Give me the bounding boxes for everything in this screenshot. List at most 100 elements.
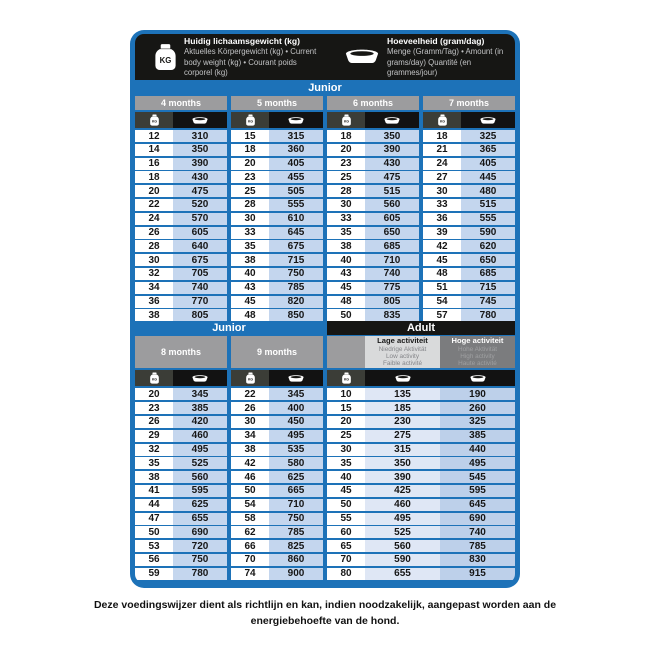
month-header: 9 months: [231, 336, 323, 369]
kg-value-cell: 18: [423, 130, 461, 142]
kg-value-cell: 40: [327, 254, 365, 267]
amount-value-cell: 805: [173, 309, 227, 322]
bowl-icon-cell: [365, 112, 419, 128]
svg-text:KG: KG: [343, 120, 348, 124]
table-row: 25 505: [231, 185, 323, 198]
amount-value-cell: 745: [461, 295, 515, 308]
amount-value-cell: 570: [173, 212, 227, 225]
table-row: 35 350 495: [327, 457, 515, 470]
amount-legend-text: Hoeveelheid (gram/dag) Menge (Gramm/Tag)…: [387, 36, 509, 78]
table-row: 74 900: [231, 567, 323, 580]
adult-band: Adult: [327, 321, 515, 336]
table-row: 35 650: [327, 226, 419, 239]
high-activity-value-cell: 190: [440, 388, 515, 401]
table-row: 50 690: [135, 526, 227, 539]
table-row: 40 390 545: [327, 471, 515, 484]
table-row: 22 345: [231, 388, 323, 401]
table-row: 30 480: [423, 185, 515, 198]
column-icon-row: KG: [231, 112, 323, 128]
kg-icon-cell: KG: [231, 370, 269, 387]
amount-value-cell: 675: [269, 240, 323, 253]
table-row: 57 780: [423, 309, 515, 322]
table-row: 21 365: [423, 143, 515, 156]
bowl-icon: [288, 375, 304, 382]
table-row: 34 740: [135, 281, 227, 294]
amount-value-cell: 525: [173, 457, 227, 470]
table-row: 16 390: [135, 157, 227, 170]
table-row: 23 455: [231, 171, 323, 184]
kg-value-cell: 26: [135, 415, 173, 428]
amount-value-cell: 780: [461, 309, 515, 322]
amount-value-cell: 900: [269, 567, 323, 580]
low-activity-value-cell: 560: [365, 540, 440, 553]
amount-value-cell: 850: [269, 309, 323, 322]
table-row: 38 715: [231, 254, 323, 267]
amount-value-cell: 495: [173, 443, 227, 456]
disclaimer-line-2: energiebehoefte van de hond.: [250, 614, 400, 627]
table-row: 26 420: [135, 415, 227, 428]
kg-value-cell: 26: [135, 226, 173, 239]
table-row: 30 610: [231, 212, 323, 225]
kg-value-cell: 51: [423, 281, 461, 294]
amount-value-cell: 835: [365, 309, 419, 322]
low-activity-header-subtitle: Low activity: [385, 353, 420, 361]
table-row: 20 390: [327, 143, 419, 156]
kg-value-cell: 32: [135, 443, 173, 456]
table-row: 58 750: [231, 512, 323, 525]
kg-value-cell: 38: [135, 309, 173, 322]
amount-value-cell: 625: [173, 498, 227, 511]
svg-text:KG: KG: [160, 56, 172, 65]
table-row: 29 460: [135, 429, 227, 442]
table-row: 40 710: [327, 254, 419, 267]
weight-legend-subtitle: Aktuelles Körpergewicht (kg) • Current b…: [184, 47, 317, 77]
kg-value-cell: 27: [423, 171, 461, 184]
table-row: 45 775: [327, 281, 419, 294]
high-activity-value-cell: 740: [440, 526, 515, 539]
table-row: 66 825: [231, 540, 323, 553]
weight-legend: KG Huidig lichaamsgewicht (kg) Aktuelles…: [135, 36, 325, 78]
high-activity-value-cell: 645: [440, 498, 515, 511]
kg-weight-icon: KG: [149, 114, 159, 126]
svg-text:KG: KG: [343, 378, 348, 382]
kg-value-cell: 50: [231, 484, 269, 497]
kg-value-cell: 48: [327, 295, 365, 308]
amount-value-cell: 390: [173, 157, 227, 170]
kg-value-cell: 35: [327, 226, 365, 239]
high-activity-value-cell: 690: [440, 512, 515, 525]
kg-value-cell: 22: [135, 198, 173, 211]
svg-text:KG: KG: [151, 120, 156, 124]
kg-value-cell: 38: [231, 443, 269, 456]
table-row: 46 625: [231, 471, 323, 484]
kg-value-cell: 10: [327, 388, 365, 401]
kg-value-cell: 34: [231, 429, 269, 442]
kg-value-cell: 23: [231, 171, 269, 184]
kg-value-cell: 36: [423, 212, 461, 225]
table-row: 38 560: [135, 471, 227, 484]
kg-value-cell: 45: [327, 484, 365, 497]
kg-value-cell: 42: [423, 240, 461, 253]
amount-value-cell: 740: [173, 281, 227, 294]
high-activity-header-subtitle: Haute activité: [458, 360, 497, 368]
table-row: 24 405: [423, 157, 515, 170]
amount-value-cell: 580: [269, 457, 323, 470]
amount-value-cell: 475: [365, 171, 419, 184]
month-column: 4 months KG 12 310 14 350 16 390 18 430 20 475 22 5…: [135, 96, 227, 322]
junior-band-top: Junior: [135, 80, 515, 96]
kg-value-cell: 24: [423, 157, 461, 170]
amount-value-cell: 650: [461, 254, 515, 267]
table-row: 26 605: [135, 226, 227, 239]
table-row: 27 445: [423, 171, 515, 184]
kg-value-cell: 43: [327, 267, 365, 280]
amount-value-cell: 310: [173, 130, 227, 142]
kg-value-cell: 30: [231, 415, 269, 428]
low-activity-header: Lage activiteit Niedrige Aktivität Low act…: [365, 336, 440, 369]
table-row: 60 525 740: [327, 526, 515, 539]
svg-text:KG: KG: [439, 120, 444, 124]
amount-value-cell: 405: [269, 157, 323, 170]
kg-weight-icon: KG: [245, 114, 255, 126]
kg-value-cell: 40: [231, 267, 269, 280]
kg-value-cell: 15: [231, 130, 269, 142]
kg-value-cell: 50: [135, 526, 173, 539]
table-row: 44 625: [135, 498, 227, 511]
amount-value-cell: 675: [173, 254, 227, 267]
